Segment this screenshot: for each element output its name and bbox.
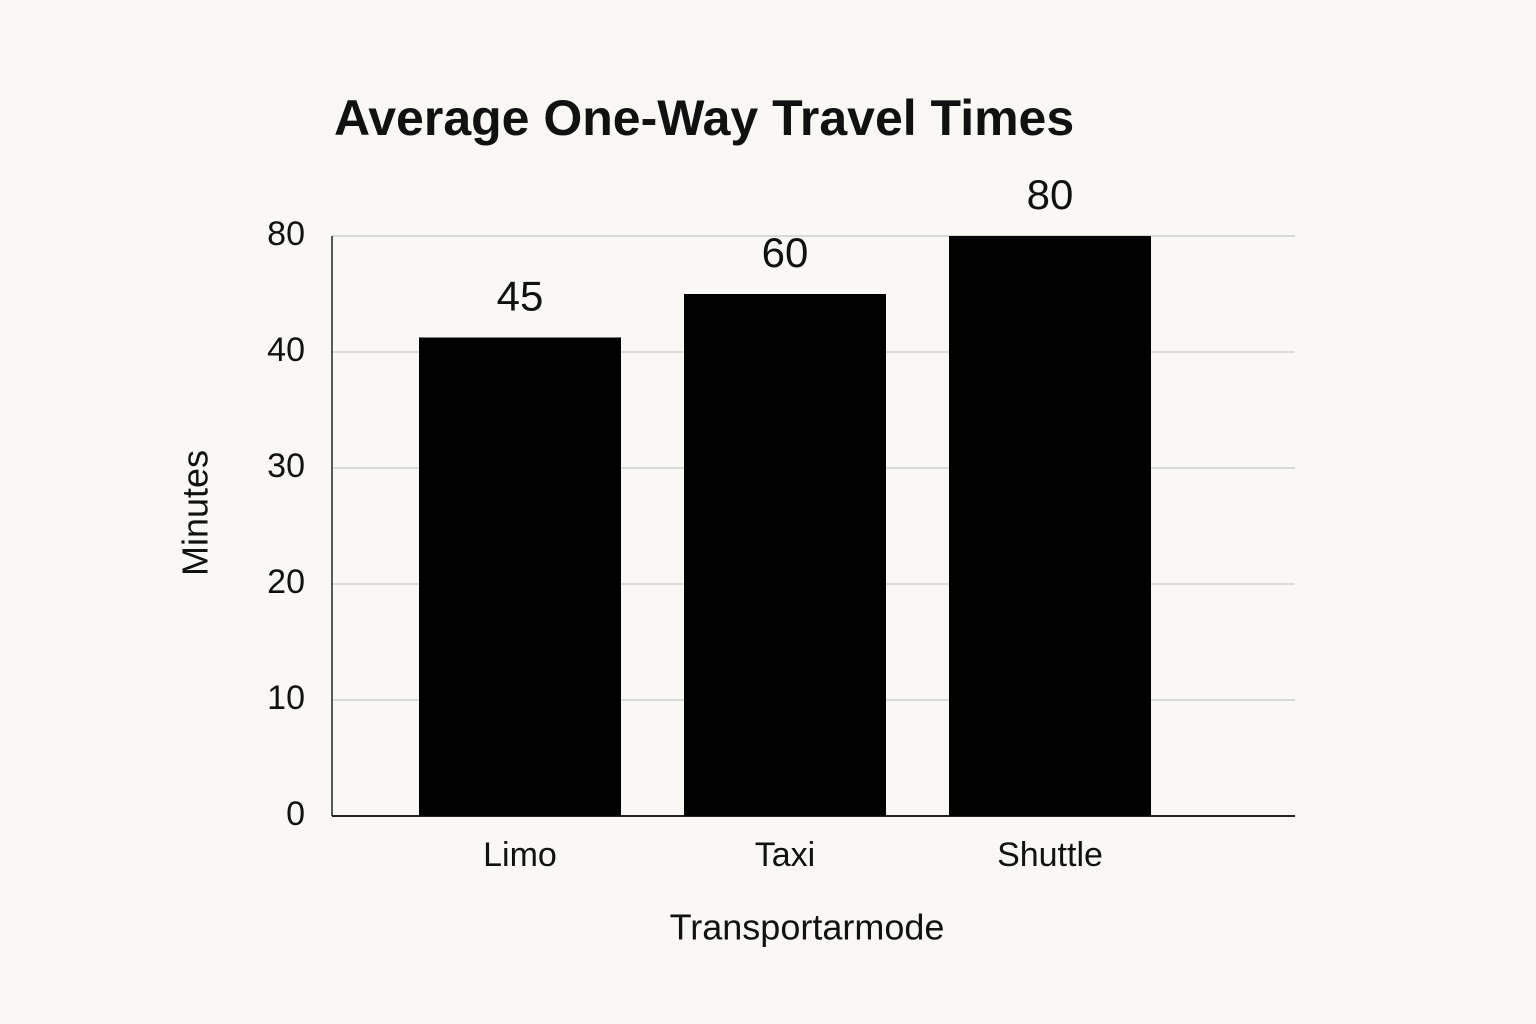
bar: [684, 294, 886, 816]
data-label: 45: [497, 273, 544, 320]
data-label: 80: [1027, 171, 1074, 218]
x-tick-label: Shuttle: [997, 836, 1103, 874]
y-tick-label: 40: [267, 331, 305, 369]
y-tick-label: 20: [267, 563, 305, 601]
x-axis-label: Transportarmode: [670, 907, 945, 948]
x-tick-label: Taxi: [755, 836, 815, 874]
y-tick-label: 30: [267, 447, 305, 485]
y-tick-label: 0: [286, 795, 305, 833]
y-axis-label: Minutes: [175, 450, 216, 576]
y-tick-label: 10: [267, 679, 305, 717]
data-label: 60: [762, 229, 809, 276]
y-tick-label: 80: [267, 215, 305, 253]
bar: [949, 236, 1151, 816]
chart-title: Average One-Way Travel Times: [334, 90, 1074, 146]
bar: [419, 337, 621, 816]
x-tick-label: Limo: [483, 836, 557, 874]
